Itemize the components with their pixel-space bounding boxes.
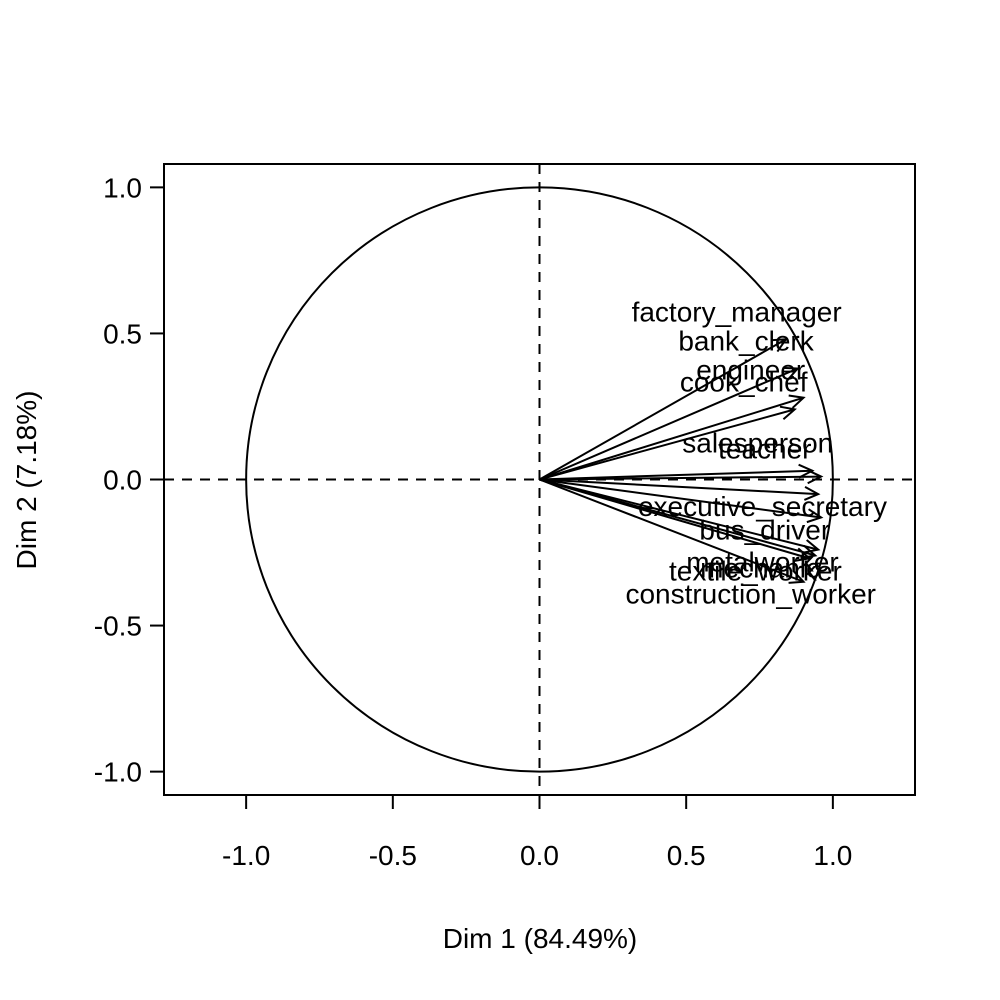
- x-tick-label: 1.0: [813, 840, 852, 871]
- x-tick-label: -1.0: [222, 840, 270, 871]
- arrowhead-salesperson: [798, 463, 815, 479]
- arrowhead-construction_worker: [788, 570, 806, 584]
- arrow-executive_secretary: [539, 478, 819, 496]
- arrow-factory_manager: [539, 338, 787, 481]
- x-axis-title: Dim 1 (84.49%): [443, 923, 638, 954]
- variable-label-executive_secretary: executive_secretary: [638, 491, 887, 522]
- arrowhead-bus_driver: [806, 508, 824, 524]
- y-axis-title: Dim 2 (7.18%): [11, 391, 42, 570]
- variable-label-cook_chef: cook_chef: [680, 366, 808, 397]
- arrowhead-mechanic: [800, 544, 818, 560]
- y-tick-label: -1.0: [94, 757, 142, 788]
- arrow-cook_chef: [539, 408, 795, 481]
- x-tick-label: -0.5: [369, 840, 417, 871]
- arrowhead-bank_clerk: [782, 366, 800, 381]
- y-tick-label: -0.5: [94, 611, 142, 642]
- variable-arrows: [539, 338, 824, 584]
- arrowhead-metalworker: [803, 539, 821, 554]
- arrow-construction_worker: [539, 478, 804, 583]
- variable-labels: factory_managerbank_clerkengineercook_ch…: [625, 296, 887, 609]
- variable-label-salesperson: salesperson: [682, 428, 833, 459]
- arrow-bus_driver: [539, 478, 822, 519]
- variable-label-bank_clerk: bank_clerk: [678, 325, 814, 356]
- arrowhead-factory_manager: [770, 338, 788, 353]
- arrow-engineer: [539, 396, 804, 481]
- arrow-mechanic: [539, 478, 816, 557]
- variable-label-teacher: teacher: [718, 434, 811, 465]
- variable-label-bus_driver: bus_driver: [699, 514, 830, 545]
- y-tick-label: 0.5: [103, 318, 142, 349]
- arrowhead-teacher: [807, 469, 824, 485]
- arrow-bank_clerk: [539, 367, 799, 481]
- variable-label-textile_worker: textile_worker: [669, 555, 842, 586]
- unit-circle-layer: [245, 186, 834, 773]
- arrowhead-executive_secretary: [803, 486, 821, 501]
- arrow-metalworker: [539, 478, 819, 551]
- variable-label-construction_worker: construction_worker: [625, 579, 876, 610]
- x-axis: -1.0 -0.5 0.0 0.5 1.0: [222, 794, 852, 871]
- variable-label-metalworker: metalworker: [686, 547, 838, 578]
- x-tick-label: 0.5: [667, 840, 706, 871]
- variable-label-engineer: engineer: [696, 355, 805, 386]
- arrowhead-engineer: [788, 394, 806, 409]
- arrowhead-cook_chef: [779, 405, 797, 420]
- unit-circle: [245, 186, 834, 773]
- variable-label-mechanic: mechanic: [700, 552, 820, 583]
- x-tick-label: 0.0: [520, 840, 559, 871]
- y-axis: -1.0 -0.5 0.0 0.5 1.0: [94, 172, 164, 788]
- y-tick-label: 1.0: [103, 172, 142, 203]
- arrow-teacher: [539, 475, 822, 481]
- y-tick-label: 0.0: [103, 465, 142, 496]
- variable-label-factory_manager: factory_manager: [632, 296, 842, 327]
